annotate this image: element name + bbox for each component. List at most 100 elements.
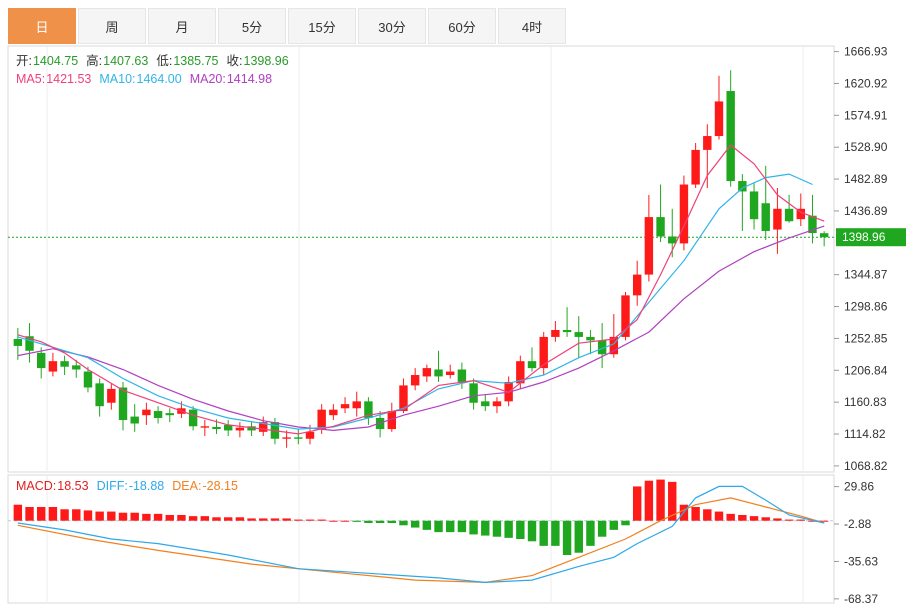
- tab-3[interactable]: 5分: [218, 8, 286, 44]
- macd-bar-2: [37, 507, 46, 521]
- candle-body-52: [621, 295, 630, 337]
- candle-body-2: [37, 352, 46, 369]
- price-tick-label-1: 1620.92: [844, 76, 888, 90]
- macd-bar-41: [492, 520, 502, 537]
- macd-bar-27: [329, 520, 338, 522]
- macd-bar-29: [352, 520, 361, 522]
- macd-bar-54: [644, 480, 654, 521]
- macd-bar-30: [364, 520, 373, 523]
- candle-body-38: [457, 369, 467, 382]
- macd-bar-32: [387, 520, 396, 523]
- macd-bar-60: [714, 511, 724, 521]
- macd-bar-64: [761, 517, 770, 521]
- macd-bar-0: [13, 504, 23, 521]
- macd-bar-18: [223, 517, 233, 521]
- candle-body-60: [714, 101, 724, 137]
- candle-body-37: [446, 371, 455, 376]
- candle-body-68: [808, 215, 817, 234]
- macd-bar-13: [165, 515, 174, 521]
- candle-body-7: [95, 383, 104, 407]
- tab-4[interactable]: 15分: [288, 8, 356, 44]
- candle-body-21: [259, 422, 268, 432]
- candle-body-3: [48, 361, 58, 372]
- tab-5[interactable]: 30分: [358, 8, 426, 44]
- tab-6[interactable]: 60分: [428, 8, 496, 44]
- macd-bar-45: [539, 520, 548, 546]
- macd-bar-14: [177, 515, 186, 521]
- ma_info-ma5-value: 1421.53: [46, 72, 91, 86]
- macd-bar-16: [200, 516, 210, 521]
- macd-bar-6: [83, 510, 93, 521]
- candle-body-55: [656, 217, 665, 237]
- candle-body-27: [329, 409, 338, 416]
- macd-bar-67: [796, 519, 805, 521]
- ma20-line: [17, 225, 825, 432]
- macd_info-macd-label: MACD:: [16, 479, 56, 493]
- macd-bar-46: [551, 520, 560, 546]
- candle-body-25: [305, 431, 315, 439]
- macd-tick-label-2: -35.63: [844, 554, 878, 568]
- macd-panel-frame: [7, 474, 835, 604]
- price-tick-label-2: 1574.91: [844, 108, 888, 122]
- macd-bar-53: [632, 486, 642, 521]
- price-tick-label-12: 1068.82: [844, 459, 888, 473]
- candle-body-18: [223, 424, 233, 431]
- candle-body-62: [738, 181, 747, 192]
- candle-body-49: [586, 336, 595, 341]
- candle-body-23: [282, 437, 291, 439]
- macd-bar-47: [562, 520, 572, 555]
- candle-body-66: [784, 208, 794, 222]
- macd-bar-15: [188, 516, 198, 521]
- macd-bar-44: [527, 520, 537, 542]
- macd_info-macd-value: 18.53: [57, 479, 88, 493]
- last-price-tag-label: 1398.96: [842, 230, 886, 244]
- macd-bar-66: [784, 519, 794, 521]
- tab-1[interactable]: 周: [78, 8, 146, 44]
- macd-bar-21: [259, 518, 268, 521]
- last-price-tag: [836, 228, 906, 247]
- macd-bar-38: [457, 520, 467, 533]
- candle-body-33: [399, 385, 408, 412]
- candle-body-6: [83, 371, 93, 388]
- candle-body-59: [703, 136, 712, 150]
- price-tick-label-4: 1482.89: [844, 172, 888, 186]
- ma_info-ma10-label: MA10:: [99, 72, 135, 86]
- tab-7[interactable]: 4时: [498, 8, 566, 44]
- tab-0[interactable]: 日: [8, 8, 76, 44]
- candle-body-67: [796, 208, 805, 220]
- candle-body-24: [294, 437, 303, 439]
- ohlc_info-open-label: 开:: [16, 54, 32, 68]
- candle-body-47: [562, 330, 572, 333]
- candle-body-28: [340, 404, 350, 409]
- price-tick-label-0: 1666.93: [844, 45, 888, 59]
- macd-bar-4: [60, 509, 69, 521]
- macd-bar-52: [621, 520, 630, 526]
- diff-line: [17, 485, 825, 584]
- candle-body-26: [317, 409, 326, 430]
- ma_info-ma10-value: 1464.00: [137, 72, 182, 86]
- ohlc_info-close-label: 收:: [227, 54, 243, 68]
- candle-body-10: [130, 416, 139, 424]
- candle-body-13: [165, 413, 174, 416]
- price-tick-label-6: 1344.87: [844, 268, 888, 282]
- macd-tick-label-3: -68.37: [844, 592, 878, 606]
- candle-body-34: [410, 375, 420, 386]
- macd-bar-5: [72, 509, 81, 521]
- candle-body-54: [644, 217, 654, 275]
- price-tick-label-9: 1206.84: [844, 363, 888, 377]
- candle-body-53: [632, 274, 642, 296]
- price-tick-label-8: 1252.85: [844, 331, 888, 345]
- tab-2[interactable]: 月: [148, 8, 216, 44]
- candle-body-65: [773, 208, 782, 230]
- candle-body-41: [492, 401, 502, 407]
- ohlc_info-low-value: 1385.75: [173, 54, 218, 68]
- macd-bar-35: [422, 520, 432, 530]
- macd-bar-62: [738, 515, 747, 521]
- macd-bar-9: [118, 512, 128, 521]
- ohlc_info-high-label: 高:: [86, 53, 102, 68]
- macd-bar-55: [656, 479, 665, 521]
- price-tick-label-11: 1114.82: [844, 427, 886, 441]
- candle-body-11: [142, 409, 151, 416]
- ohlc_info-low-label: 低:: [156, 54, 172, 68]
- candle-body-57: [679, 184, 689, 244]
